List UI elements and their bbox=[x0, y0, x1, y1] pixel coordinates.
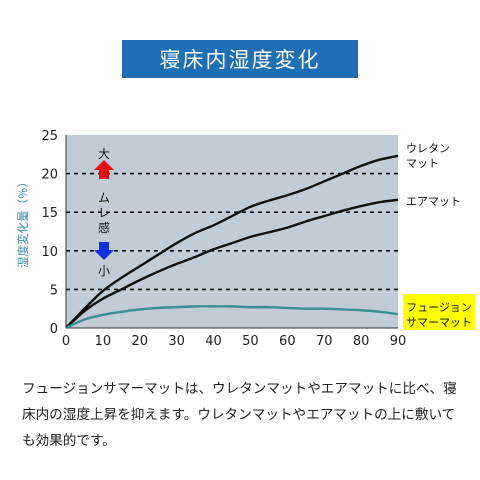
series-line-2 bbox=[65, 305, 399, 330]
x-tick-10: 10 bbox=[95, 334, 112, 349]
arrow-down-icon bbox=[94, 242, 114, 260]
y-axis-label-text: 湿度変化量（％） bbox=[16, 176, 30, 268]
series-label-text: ウレタン bbox=[406, 142, 450, 155]
y-tick-0: 0 bbox=[50, 322, 58, 337]
series-line-0 bbox=[65, 154, 399, 329]
x-tick-80: 80 bbox=[353, 334, 370, 349]
x-tick-90: 90 bbox=[390, 334, 407, 349]
x-tick-40: 40 bbox=[205, 334, 222, 349]
axes bbox=[65, 135, 398, 329]
x-tick-0: 0 bbox=[62, 334, 70, 349]
y-tick-20: 20 bbox=[41, 168, 58, 183]
x-tick-50: 50 bbox=[242, 334, 259, 349]
x-tick-20: 20 bbox=[132, 334, 149, 349]
series-label-text: エアマット bbox=[406, 195, 461, 208]
y-tick-10: 10 bbox=[41, 245, 58, 260]
annotation-muggy-char: ム bbox=[98, 191, 110, 205]
series-line-1 bbox=[65, 198, 399, 329]
tick-labels: 0 10 20 30 40 50 60 70 80 90 0 5 10 15 20 25 bbox=[41, 129, 406, 349]
y-tick-25: 25 bbox=[41, 129, 58, 144]
x-tick-60: 60 bbox=[279, 334, 296, 349]
annotation-muggy-char: 感 bbox=[98, 220, 110, 235]
series-label-1: エアマット bbox=[406, 195, 461, 208]
series-label-highlight bbox=[403, 294, 475, 330]
series-lines bbox=[65, 154, 399, 330]
chart-title: 寝床内湿度変化 bbox=[122, 40, 358, 78]
annotation-muggy-char: レ bbox=[98, 206, 110, 220]
series-label-text: サマーマット bbox=[406, 316, 472, 329]
annotation-small: 小 bbox=[98, 264, 110, 278]
x-tick-30: 30 bbox=[168, 334, 185, 349]
description-text: フュージョンサマーマットは、ウレタンマットやエアマットに比べ、寝床内の湿度上昇を… bbox=[22, 381, 457, 449]
y-axis-label: 湿度変化量（％） bbox=[16, 176, 30, 268]
plot-background bbox=[66, 135, 398, 328]
y-tick-5: 5 bbox=[50, 283, 58, 298]
series-label-text: フュージョン bbox=[406, 301, 472, 314]
series-label-text: マット bbox=[406, 157, 439, 170]
series-label-0: ウレタンマット bbox=[406, 142, 450, 170]
series-label-2: フュージョンサマーマット bbox=[403, 294, 475, 330]
x-tick-70: 70 bbox=[316, 334, 333, 349]
annotation-large: 大 bbox=[98, 147, 110, 161]
y-tick-15: 15 bbox=[41, 206, 58, 221]
arrow-up-icon bbox=[94, 160, 114, 179]
